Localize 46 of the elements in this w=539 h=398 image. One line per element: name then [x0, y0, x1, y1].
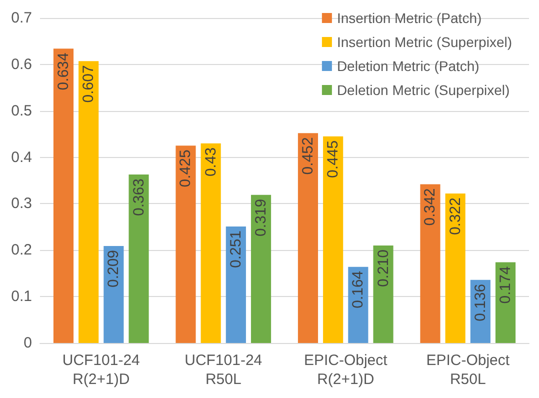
- data-label: 0.210: [374, 250, 392, 288]
- data-label: 0.136: [472, 284, 489, 322]
- y-tick-label: 0.3: [11, 195, 32, 212]
- bar: [373, 246, 394, 343]
- y-tick-label: 0.2: [11, 242, 32, 259]
- y-tick-label: 0.4: [11, 148, 32, 166]
- bar: [128, 174, 149, 343]
- y-tick-label: 0.7: [11, 10, 32, 26]
- data-label: 0.634: [54, 52, 72, 90]
- y-tick-label: 0.5: [11, 102, 32, 120]
- data-label: 0.425: [177, 150, 194, 188]
- data-label: 0.43: [202, 147, 220, 177]
- y-tick-label: 0.6: [11, 56, 32, 73]
- bar: [53, 48, 74, 343]
- x-tick-label: UCF101-24 R50L: [184, 352, 262, 388]
- data-label: 0.319: [252, 198, 270, 236]
- data-label: 0.452: [299, 137, 316, 175]
- bar: [104, 246, 124, 343]
- data-label: 0.363: [130, 178, 148, 216]
- x-tick-label: EPIC-Object R(2+1)D: [304, 352, 388, 388]
- data-label: 0.342: [422, 188, 439, 226]
- bar: [445, 194, 466, 343]
- bar: [226, 226, 246, 343]
- data-label: 0.607: [80, 65, 98, 103]
- bar: [250, 194, 272, 343]
- data-label: 0.174: [497, 266, 514, 304]
- data-label: 0.209: [105, 250, 122, 288]
- data-label: 0.164: [350, 270, 367, 308]
- bar: [78, 61, 99, 343]
- data-label: 0.445: [324, 140, 342, 178]
- legend-label: Insertion Metric (Superpixel): [336, 34, 512, 50]
- bar: [176, 146, 196, 343]
- y-tick-label: 0.1: [11, 288, 32, 306]
- legend-label: Insertion Metric (Patch): [336, 10, 482, 26]
- bar: [298, 133, 318, 343]
- x-tick-label: EPIC-Object R50L: [426, 352, 510, 388]
- bar: [323, 136, 344, 343]
- data-label: 0.322: [446, 198, 464, 236]
- y-tick-label: 0: [24, 334, 32, 352]
- legend-label: Deletion Metric (Superpixel): [336, 82, 510, 98]
- x-tick-label: UCF101-24 R(2+1)D: [62, 352, 140, 388]
- bar: [200, 143, 221, 343]
- data-label: 0.251: [227, 230, 244, 268]
- bar: [420, 184, 440, 343]
- legend-label: Deletion Metric (Patch): [336, 58, 480, 74]
- bar: [495, 262, 516, 343]
